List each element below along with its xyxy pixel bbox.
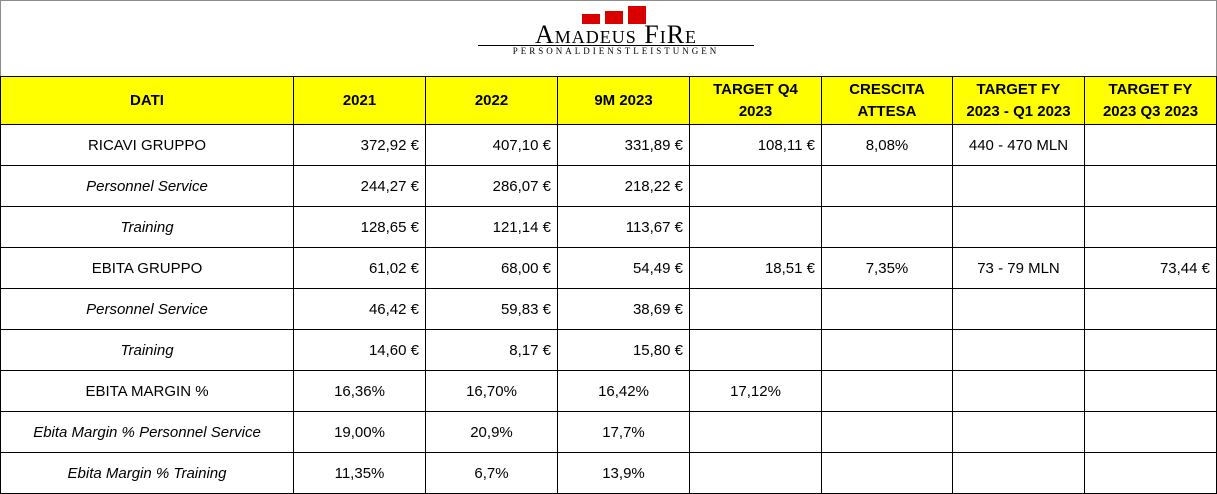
table-cell: 68,00 € [425, 247, 558, 289]
header-cell: 2021 [293, 76, 426, 125]
header-cell: CRESCITA ATTESA [821, 76, 953, 125]
row-label: Personnel Service [0, 165, 294, 207]
table-cell: 17,7% [557, 411, 690, 453]
table-cell [1084, 411, 1217, 453]
table-cell [952, 206, 1085, 248]
table-row: RICAVI GRUPPO 372,92 €407,10 €331,89 €108… [0, 124, 1217, 166]
row-label: EBITA MARGIN % [0, 370, 294, 412]
table-cell: 108,11 € [689, 124, 822, 166]
table-row: Personnel Service 46,42 €59,83 €38,69 € [0, 288, 1217, 330]
table-cell: 16,70% [425, 370, 558, 412]
table-cell: 372,92 € [293, 124, 426, 166]
table-cell: 17,12% [689, 370, 822, 412]
table-cell: 8,08% [821, 124, 953, 166]
table-cell [689, 411, 822, 453]
table-cell [1084, 124, 1217, 166]
table-cell [821, 329, 953, 371]
row-label: Ebita Margin % Training [0, 452, 294, 494]
table-cell: 113,67 € [557, 206, 690, 248]
table-cell: 13,9% [557, 452, 690, 494]
table-cell: 286,07 € [425, 165, 558, 207]
table-cell [952, 329, 1085, 371]
row-label: RICAVI GRUPPO [0, 124, 294, 166]
header-row: DATI 2021 2022 9M 2023 TARGET Q4 2023 CR… [0, 76, 1217, 125]
table-cell: 331,89 € [557, 124, 690, 166]
table-cell [952, 165, 1085, 207]
table-cell [689, 165, 822, 207]
table-cell: 121,14 € [425, 206, 558, 248]
table-cell: 19,00% [293, 411, 426, 453]
header-cell: TARGET FY 2023 Q3 2023 [1084, 76, 1217, 125]
table-cell [689, 452, 822, 494]
table-cell: 73 - 79 MLN [952, 247, 1085, 289]
header-cell: DATI [0, 76, 294, 125]
row-label: Personnel Service [0, 288, 294, 330]
table-cell [1084, 452, 1217, 494]
table-cell [821, 288, 953, 330]
table-cell: 46,42 € [293, 288, 426, 330]
table-cell [1084, 370, 1217, 412]
table-cell [689, 329, 822, 371]
table-cell: 6,7% [425, 452, 558, 494]
table-cell: 14,60 € [293, 329, 426, 371]
table-row: Training 14,60 €8,17 €15,80 € [0, 329, 1217, 371]
table-cell: 20,9% [425, 411, 558, 453]
header-cell: 2022 [425, 76, 558, 125]
table-cell [821, 452, 953, 494]
logo: Amadeus FiRe PERSONALDIENSTLEISTUNGEN [0, 0, 1217, 76]
table-cell: 18,51 € [689, 247, 822, 289]
logo-name: Amadeus FiRe [534, 20, 698, 49]
table-cell [821, 165, 953, 207]
table-cell: 15,80 € [557, 329, 690, 371]
table-cell: 407,10 € [425, 124, 558, 166]
table-cell [1084, 329, 1217, 371]
table-cell: 61,02 € [293, 247, 426, 289]
table-cell [821, 411, 953, 453]
header-cell: TARGET FY 2023 - Q1 2023 [952, 76, 1085, 125]
row-label: Ebita Margin % Personnel Service [0, 411, 294, 453]
table-cell: 440 - 470 MLN [952, 124, 1085, 166]
table-cell [821, 206, 953, 248]
logo-subtitle: PERSONALDIENSTLEISTUNGEN [512, 46, 720, 56]
table-row: EBITA GRUPPO 61,02 €68,00 €54,49 €18,51 €… [0, 247, 1217, 289]
logo-blocks-icon [582, 6, 646, 24]
table-cell: 8,17 € [425, 329, 558, 371]
table-cell: 244,27 € [293, 165, 426, 207]
table-cell: 16,42% [557, 370, 690, 412]
row-label: Training [0, 206, 294, 248]
financial-table: DATI 2021 2022 9M 2023 TARGET Q4 2023 CR… [0, 76, 1217, 494]
table-cell: 59,83 € [425, 288, 558, 330]
table-cell [689, 288, 822, 330]
table-cell: 73,44 € [1084, 247, 1217, 289]
table-row: Ebita Margin % Personnel Service 19,00% 20… [0, 411, 1217, 453]
table-cell [689, 206, 822, 248]
table-row: Ebita Margin % Training 11,35% 6,7% 13,9% [0, 452, 1217, 494]
row-label: EBITA GRUPPO [0, 247, 294, 289]
table-cell: 54,49 € [557, 247, 690, 289]
table-cell: 16,36% [293, 370, 426, 412]
logo-divider [478, 45, 754, 46]
table-cell [952, 370, 1085, 412]
table-cell: 11,35% [293, 452, 426, 494]
row-label: Training [0, 329, 294, 371]
table-cell: 128,65 € [293, 206, 426, 248]
table-cell [1084, 288, 1217, 330]
header-cell: TARGET Q4 2023 [689, 76, 822, 125]
table-row: Training 128,65 €121,14 €113,67 € [0, 206, 1217, 248]
table-cell: 38,69 € [557, 288, 690, 330]
table-row: Personnel Service 244,27 €286,07 €218,22 … [0, 165, 1217, 207]
table-cell [1084, 165, 1217, 207]
table-cell: 7,35% [821, 247, 953, 289]
table-cell [952, 411, 1085, 453]
table-cell [1084, 206, 1217, 248]
header-cell: 9M 2023 [557, 76, 690, 125]
table-cell: 218,22 € [557, 165, 690, 207]
table-cell [952, 288, 1085, 330]
table-cell [952, 452, 1085, 494]
table-row: EBITA MARGIN % 16,36% 16,70% 16,42% 17,12% [0, 370, 1217, 412]
table-cell [821, 370, 953, 412]
